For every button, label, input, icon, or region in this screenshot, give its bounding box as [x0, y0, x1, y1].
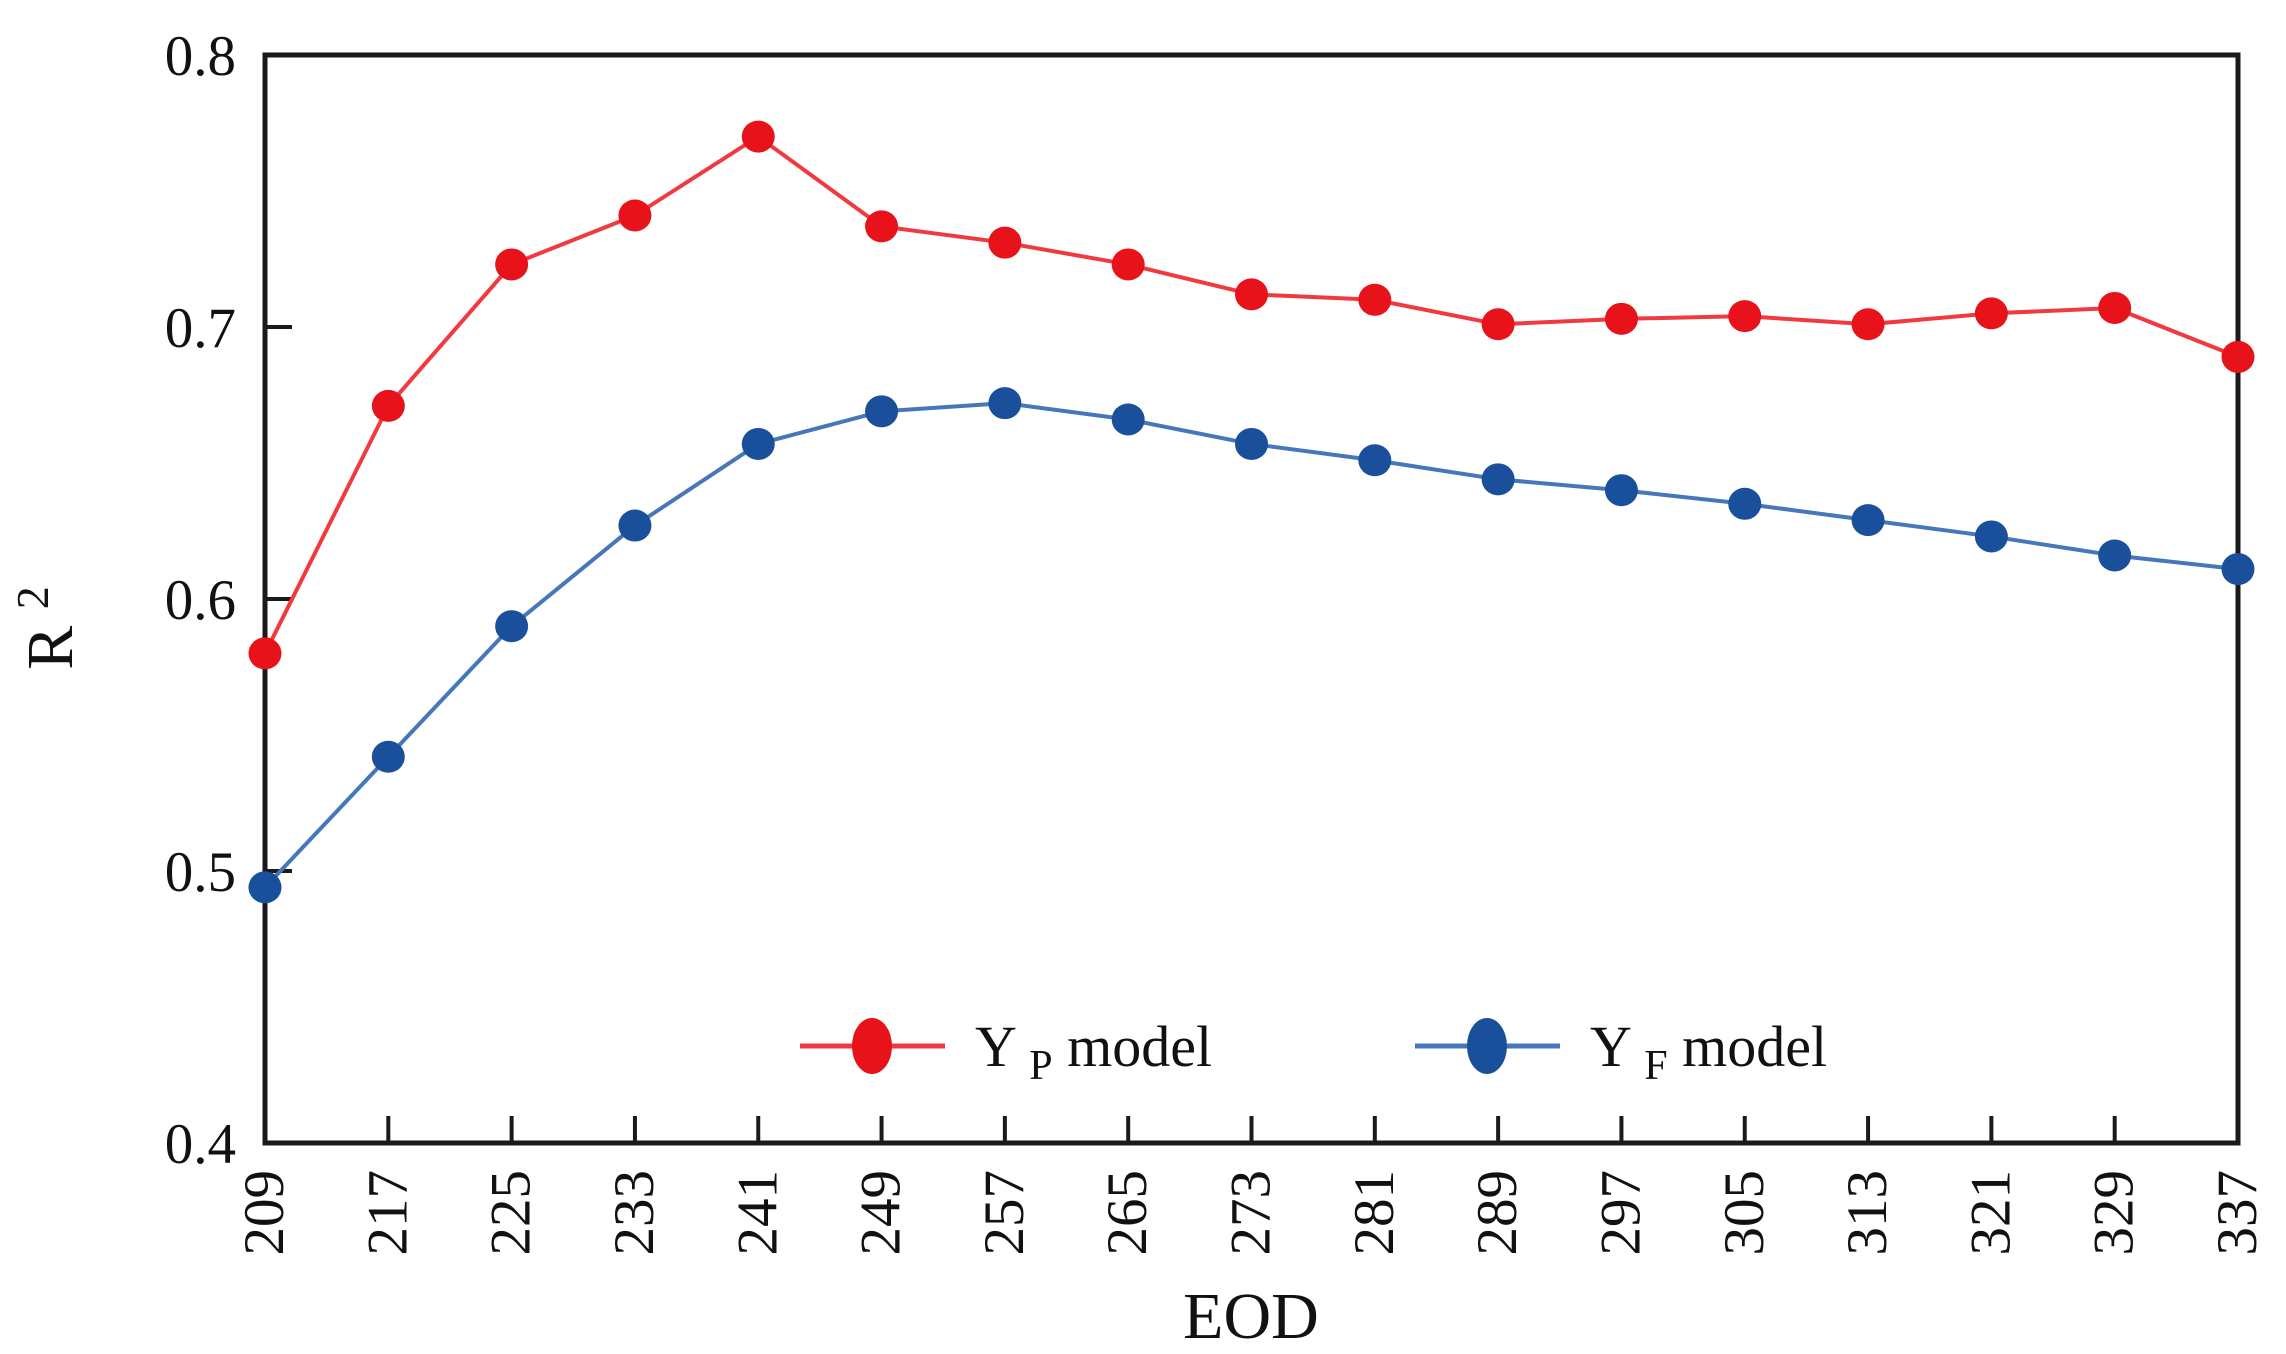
legend-label-yf-base: Y: [1590, 1014, 1631, 1079]
y-tick-label: 0.7: [165, 297, 236, 360]
x-axis-title: EOD: [1183, 1280, 1319, 1353]
x-tick-label: 273: [1220, 1170, 1283, 1256]
data-point-marker-yp: [1851, 308, 1885, 341]
y-tick-label: 0.5: [165, 841, 236, 904]
y-axis-title-base: R: [14, 626, 87, 670]
legend-label-yf-rest: model: [1682, 1014, 1827, 1079]
data-point-marker-yf: [1235, 427, 1268, 460]
data-point-marker-yp: [1235, 278, 1268, 311]
x-tick-label: 233: [603, 1170, 666, 1256]
legend-label-yp-rest: model: [1067, 1014, 1212, 1079]
data-point-marker-yf: [1728, 487, 1762, 520]
data-point-marker-yp: [865, 210, 899, 243]
legend-marker-yp: [852, 1018, 892, 1074]
data-series: [248, 120, 2255, 904]
data-point-marker-yp: [248, 637, 282, 670]
legend: Y P model Y F model: [800, 1014, 1827, 1092]
data-point-marker-yf: [371, 740, 405, 773]
legend-marker-yf: [1467, 1018, 1507, 1074]
x-tick-label: 225: [480, 1170, 543, 1256]
x-tick-label: 257: [973, 1170, 1036, 1256]
x-tick-label: 241: [726, 1170, 789, 1256]
data-point-marker-yf: [495, 610, 529, 643]
x-tick-label: 265: [1096, 1170, 1159, 1256]
data-point-marker-yf: [865, 395, 899, 428]
data-point-marker-yf: [1851, 504, 1885, 537]
data-point-marker-yf: [741, 427, 775, 460]
data-point-marker-yp: [371, 389, 405, 422]
x-tick-label: 289: [1466, 1170, 1529, 1256]
y-axis-title-superscript: 2: [7, 586, 58, 609]
x-tick-label: 313: [1836, 1170, 1899, 1256]
data-point-marker-yf: [1111, 403, 1145, 436]
data-point-marker-yp: [2221, 340, 2255, 373]
y-tick-label: 0.4: [165, 1113, 236, 1176]
data-point-marker-yp: [1481, 308, 1515, 341]
data-point-marker-yp: [1111, 248, 1145, 281]
data-point-marker-yp: [1974, 297, 2008, 330]
legend-label-yf-sub: F: [1644, 1043, 1667, 1089]
x-tick-label: 209: [233, 1170, 296, 1256]
data-point-marker-yf: [1604, 474, 1638, 507]
data-point-marker-yf: [618, 509, 652, 542]
plot-border: [262, 52, 2241, 1146]
y-tick-label: 0.6: [165, 569, 236, 632]
data-point-marker-yf: [1481, 463, 1515, 496]
x-tick-label: 297: [1589, 1170, 1652, 1256]
x-tick-label: 249: [850, 1170, 913, 1256]
data-point-marker-yf: [248, 871, 282, 904]
data-point-marker-yf: [2098, 539, 2132, 572]
legend-label-yf: Y F model: [1590, 1014, 1827, 1092]
data-point-marker-yp: [741, 120, 775, 153]
legend-label-yp: Y P model: [975, 1014, 1212, 1092]
legend-label-yp-base: Y: [975, 1014, 1016, 1079]
data-point-marker-yp: [495, 248, 529, 281]
data-point-marker-yp: [1728, 300, 1762, 333]
x-tick-label: 321: [1959, 1170, 2022, 1256]
legend-item-yf: Y F model: [1415, 1014, 1827, 1092]
x-tick-label: 217: [356, 1170, 419, 1256]
data-point-marker-yf: [988, 387, 1022, 420]
data-point-marker-yf: [2221, 553, 2255, 586]
y-axis-title: R 2: [7, 586, 87, 670]
x-tick-label: 337: [2206, 1170, 2269, 1256]
x-tick-label: 305: [1713, 1170, 1776, 1256]
legend-label-yp-sub: P: [1029, 1043, 1052, 1089]
data-point-marker-yp: [2098, 291, 2132, 324]
data-point-marker-yf: [1974, 520, 2008, 553]
legend-item-yp: Y P model: [800, 1014, 1212, 1092]
x-tick-label: 329: [2083, 1170, 2146, 1256]
data-point-marker-yp: [1358, 283, 1392, 316]
data-point-marker-yp: [1604, 302, 1638, 335]
data-point-marker-yf: [1358, 444, 1392, 477]
data-point-marker-yp: [988, 226, 1022, 259]
series-line-yf: [263, 401, 2239, 889]
series-line-yp: [263, 134, 2239, 655]
data-point-marker-yp: [618, 199, 652, 232]
x-tick-label: 281: [1343, 1170, 1406, 1256]
y-tick-label: 0.8: [165, 25, 236, 88]
